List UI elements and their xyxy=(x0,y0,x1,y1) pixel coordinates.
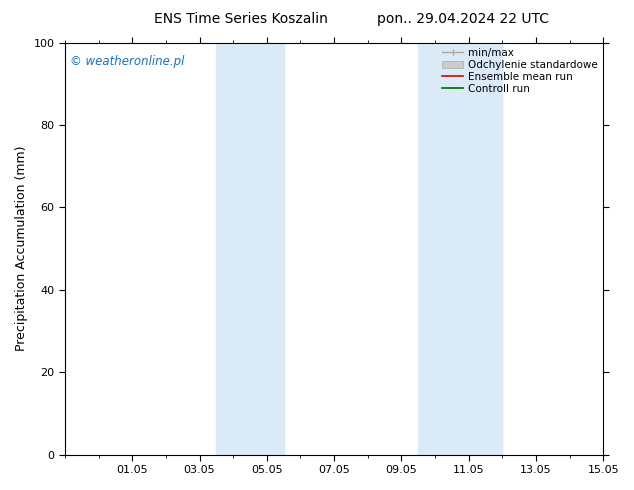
Bar xyxy=(418,43,502,455)
Legend: min/max, Odchylenie standardowe, Ensemble mean run, Controll run: min/max, Odchylenie standardowe, Ensembl… xyxy=(439,45,601,97)
Text: pon.. 29.04.2024 22 UTC: pon.. 29.04.2024 22 UTC xyxy=(377,12,549,26)
Y-axis label: Precipitation Accumulation (mm): Precipitation Accumulation (mm) xyxy=(15,146,28,351)
Bar xyxy=(216,43,283,455)
Text: © weatheronline.pl: © weatheronline.pl xyxy=(70,55,184,68)
Text: ENS Time Series Koszalin: ENS Time Series Koszalin xyxy=(154,12,328,26)
